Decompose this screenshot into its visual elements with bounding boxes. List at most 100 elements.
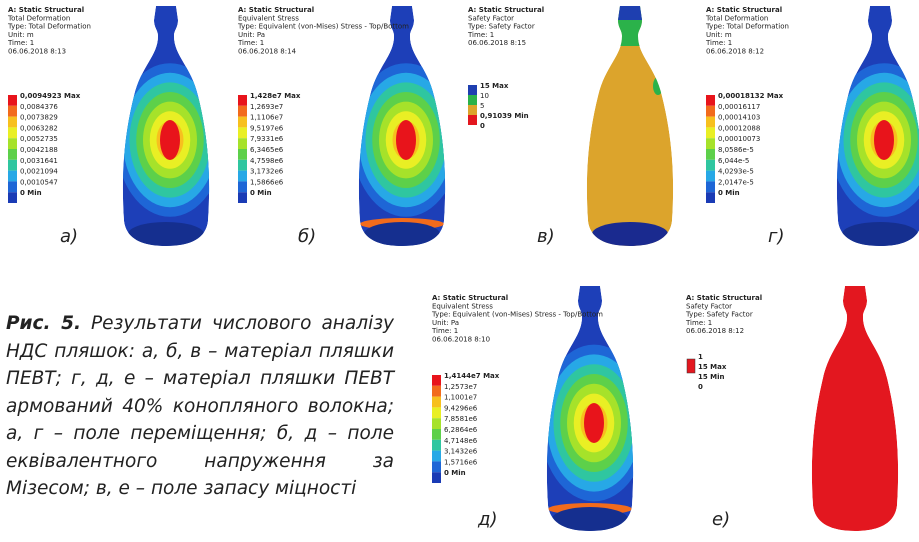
legend-swatch — [468, 85, 477, 95]
legend-label: 0,0052735 — [20, 135, 58, 143]
legend-label: 4,0293e-5 — [718, 168, 754, 176]
legend-label: 6,2864e6 — [444, 426, 478, 434]
header-line: Type: Total Deformation — [7, 23, 91, 31]
legend-label: 4,7148e6 — [444, 437, 478, 445]
legend-swatch — [706, 192, 715, 203]
header-line: A: Static Structural — [686, 294, 762, 302]
legend-swatch — [238, 181, 247, 192]
panel-label: в) — [537, 226, 555, 247]
header-line: Time: 1 — [7, 39, 34, 47]
legend-label: 0 Min — [444, 469, 466, 477]
legend-swatch — [432, 418, 441, 429]
bottle-body — [812, 286, 898, 531]
legend-swatch — [432, 472, 441, 483]
header-line: Unit: m — [8, 31, 34, 39]
legend-swatch — [238, 149, 247, 160]
legend-label: 0,0084376 — [20, 103, 58, 111]
legend-swatch — [432, 397, 441, 408]
legend-swatch — [706, 106, 715, 117]
bottom — [842, 222, 918, 246]
legend-label: 0,0010547 — [20, 178, 58, 186]
legend-label: 9,5197e6 — [250, 124, 284, 132]
legend-label: 0,00012088 — [718, 124, 760, 132]
header-line: A: Static Structural — [238, 6, 314, 14]
header-line: A: Static Structural — [468, 6, 544, 14]
bottle — [540, 286, 648, 531]
caption-text: Результати числового аналізу НДС пляшок:… — [6, 313, 394, 499]
legend-label: 1,1001e7 — [444, 394, 477, 402]
legend-swatch — [706, 95, 715, 106]
legend-swatch — [238, 171, 247, 182]
legend-swatch — [238, 192, 247, 203]
legend-label: 15 Max — [698, 363, 727, 371]
header-line: Time: 1 — [431, 327, 458, 335]
header-line: 06.06.2018 8:12 — [686, 327, 744, 335]
header-line: Safety Factor — [686, 302, 732, 310]
figure: A: Static StructuralTotal DeformationTyp… — [0, 0, 919, 542]
legend-label: 6,3465e6 — [250, 146, 284, 154]
legend-label: 7,9331e6 — [250, 135, 284, 143]
header-line: Unit: m — [706, 31, 732, 39]
legend-swatch — [706, 160, 715, 171]
legend-swatch — [706, 127, 715, 138]
header-line: Type: Safety Factor — [467, 23, 535, 31]
legend-swatch — [8, 117, 17, 128]
caption: Рис. 5. Результати числового аналізу НДС… — [6, 310, 394, 503]
legend-swatch — [706, 171, 715, 182]
legend-swatch — [238, 138, 247, 149]
legend-swatch — [8, 160, 17, 171]
legend-label: 0,00014103 — [718, 114, 760, 122]
legend-swatch — [238, 127, 247, 138]
legend-label: 0,0063282 — [20, 124, 58, 132]
legend-swatch — [8, 171, 17, 182]
legend-label: 0 — [698, 383, 703, 391]
legend-swatch — [8, 95, 17, 106]
legend-swatch — [238, 106, 247, 117]
header-line: Type: Equivalent (von-Mises) Stress - To… — [431, 311, 603, 319]
legend-label: 6,044e-5 — [718, 157, 749, 165]
legend-label: 0,00018132 Max — [718, 92, 784, 100]
legend-swatch — [432, 429, 441, 440]
contour — [874, 120, 894, 160]
legend-swatch — [8, 138, 17, 149]
legend-label: 1,5866e6 — [250, 178, 284, 186]
contour — [160, 120, 180, 160]
header-line: Type: Safety Factor — [685, 311, 753, 319]
header-line: Type: Total Deformation — [705, 23, 789, 31]
legend-swatch — [687, 359, 695, 373]
legend-swatch — [432, 407, 441, 418]
header-line: 06.06.2018 8:13 — [8, 48, 66, 56]
bottom — [364, 222, 440, 246]
header-line: A: Static Structural — [8, 6, 84, 14]
legend-label: 8,0586e-5 — [718, 146, 754, 154]
legend-label: 0,0031641 — [20, 157, 58, 165]
header-line: A: Static Structural — [706, 6, 782, 14]
legend-label: 3,1732e6 — [250, 168, 284, 176]
header-line: Total Deformation — [705, 14, 768, 22]
legend-label: 0 Min — [20, 189, 42, 197]
legend-label: 1,4144e7 Max — [444, 372, 500, 380]
legend-label: 1,2573e7 — [444, 383, 477, 391]
spot — [594, 56, 606, 76]
legend-swatch — [432, 440, 441, 451]
legend-label: 7,8581e6 — [444, 415, 478, 423]
legend-swatch — [8, 192, 17, 203]
legend-swatch — [8, 127, 17, 138]
legend-label: 15 Min — [698, 373, 725, 381]
contour — [396, 120, 416, 160]
header-line: 06.06.2018 8:12 — [706, 48, 764, 56]
header-line: Type: Equivalent (von-Mises) Stress - To… — [237, 23, 409, 31]
legend-swatch — [706, 117, 715, 128]
panel-label: д) — [477, 509, 497, 530]
legend-label: 0,00010073 — [718, 135, 760, 143]
bottle — [830, 6, 919, 246]
legend-label: 0 Min — [250, 189, 272, 197]
panel-label: г) — [768, 226, 784, 247]
legend-swatch — [432, 386, 441, 397]
bottle — [352, 6, 460, 246]
header-line: 06.06.2018 8:10 — [432, 336, 490, 344]
header-line: Unit: Pa — [432, 319, 459, 327]
legend-swatch — [238, 117, 247, 128]
bottom — [592, 222, 668, 246]
legend-swatch — [432, 375, 441, 386]
